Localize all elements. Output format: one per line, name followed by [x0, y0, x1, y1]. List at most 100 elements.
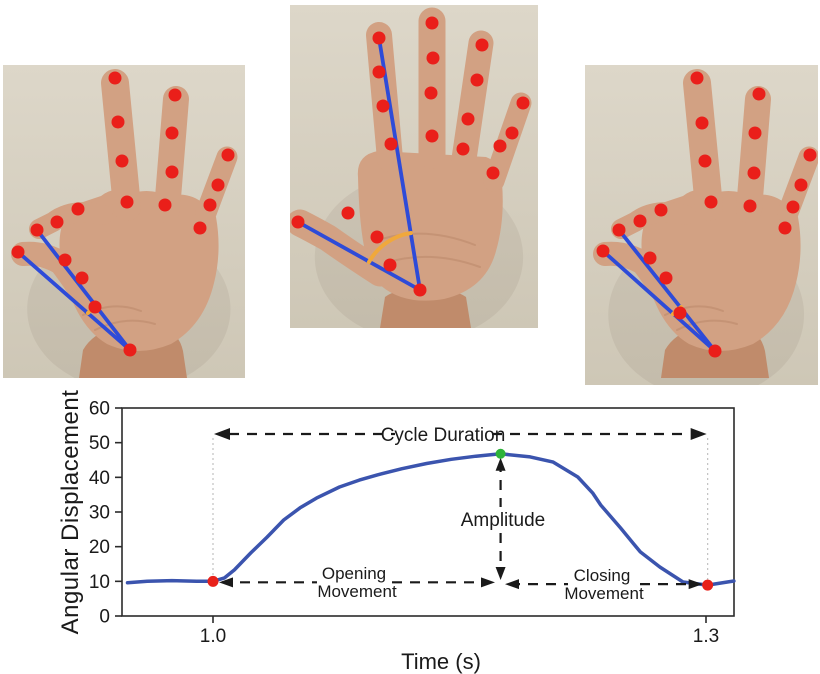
- opening-movement-label-line1: Opening: [322, 564, 386, 583]
- keypoint-dot: [654, 203, 668, 217]
- keypoint-dot: [486, 166, 500, 180]
- skeleton-line: [617, 228, 717, 353]
- y-tick-label: 30: [89, 503, 110, 524]
- hand-closed-end-overlay: [585, 65, 818, 385]
- y-tick-label: 10: [89, 572, 110, 593]
- keypoint-dot: [424, 86, 438, 100]
- keypoint-dot: [704, 195, 718, 209]
- keypoint-dot: [475, 38, 489, 52]
- palm-crease: [377, 232, 476, 246]
- skeleton-line: [601, 249, 717, 353]
- keypoint-dot: [673, 306, 687, 320]
- keypoint-dot: [505, 126, 519, 140]
- closing-movement-label-line1: Closing: [574, 566, 631, 585]
- x-tick-label: 1.0: [200, 626, 226, 647]
- skeleton-line: [377, 36, 422, 292]
- keypoint-dot: [708, 344, 722, 358]
- keypoint-dot: [123, 343, 137, 357]
- cycle-duration-label: Cycle Duration: [381, 425, 506, 446]
- keypoint-dot: [341, 206, 355, 220]
- angle-arc: [367, 231, 413, 264]
- photo-hand-closed-start: [3, 65, 245, 378]
- cycle-end-marker: [702, 579, 714, 591]
- keypoint-dot: [413, 283, 427, 297]
- keypoint-dot: [71, 202, 85, 216]
- x-axis-title: Time (s): [401, 649, 481, 674]
- keypoint-dot: [786, 200, 800, 214]
- skeleton-line: [296, 220, 422, 292]
- cycle-duration-arrow-left: [214, 428, 230, 440]
- palm-crease: [94, 319, 156, 331]
- opening-movement-label-line2: Movement: [317, 582, 397, 601]
- keypoint-dot: [633, 214, 647, 228]
- keypoint-dot: [426, 51, 440, 65]
- hand-closed-start-overlay: [3, 65, 245, 378]
- keypoint-dot: [425, 129, 439, 143]
- keypoint-dot: [291, 215, 305, 229]
- keypoint-dot: [596, 244, 610, 258]
- keypoint-dot: [50, 215, 64, 229]
- keypoint-dot: [747, 166, 761, 180]
- closing-arrow-right: [688, 579, 703, 590]
- keypoint-dot: [778, 221, 792, 235]
- keypoint-dot: [461, 112, 475, 126]
- keypoint-dot: [193, 221, 207, 235]
- keypoint-dot: [165, 165, 179, 179]
- keypoint-dot: [794, 178, 808, 192]
- hand-finger: [483, 92, 532, 192]
- keypoint-dot: [372, 31, 386, 45]
- palm-crease: [676, 319, 738, 331]
- keypoint-dot: [372, 65, 386, 79]
- keypoint-dot: [456, 142, 470, 156]
- hand-open-overlay: [290, 5, 538, 328]
- displacement-curve: [125, 452, 736, 587]
- keypoint-dot: [690, 71, 704, 85]
- keypoint-dot: [698, 154, 712, 168]
- y-tick-label: 0: [99, 607, 110, 628]
- hand-finger: [101, 69, 141, 221]
- keypoint-dot: [493, 139, 507, 153]
- skeleton-line: [35, 228, 132, 352]
- opening-arrow-left: [219, 577, 233, 588]
- angular-displacement-chart: 0 10 20 30 40 50 60 1.0 1.3 Angular Displacement…: [0, 390, 820, 674]
- x-tick-label: 1.3: [693, 626, 719, 647]
- keypoint-dot: [11, 245, 25, 259]
- hand-finger: [451, 30, 494, 172]
- closing-arrow-left: [505, 579, 519, 590]
- keypoint-dot: [516, 96, 530, 110]
- cycle-start-marker: [207, 575, 219, 587]
- photo-hand-open: [290, 5, 538, 328]
- keypoint-dot: [75, 271, 89, 285]
- keypoint-dot: [158, 198, 172, 212]
- amplitude-label: Amplitude: [461, 510, 546, 531]
- amplitude-arrow-down: [495, 567, 506, 580]
- keypoint-dot: [111, 115, 125, 129]
- keypoint-dot: [748, 126, 762, 140]
- keypoint-dot: [120, 195, 134, 209]
- opening-arrow-right: [481, 577, 495, 588]
- cycle-duration-arrow-right: [690, 428, 707, 440]
- keypoint-dot: [211, 178, 225, 192]
- keypoint-dot: [612, 223, 626, 237]
- hand-finger: [154, 86, 189, 223]
- keypoint-dot: [115, 154, 129, 168]
- keypoint-dot: [803, 148, 817, 162]
- closing-movement-label-line2: Movement: [564, 584, 644, 603]
- keypoint-dot: [165, 126, 179, 140]
- skeleton-line: [16, 250, 132, 352]
- keypoint-dot: [30, 223, 44, 237]
- photo-hand-closed-end: [585, 65, 818, 385]
- keypoint-dot: [643, 251, 657, 265]
- keypoint-dot: [384, 137, 398, 151]
- peak-marker: [495, 448, 506, 459]
- keypoint-dot: [221, 148, 235, 162]
- hand-finger: [736, 86, 771, 223]
- amplitude-arrow-up: [495, 457, 506, 471]
- keypoint-dot: [203, 198, 217, 212]
- keypoint-dot: [470, 73, 484, 87]
- keypoint-dot: [425, 16, 439, 30]
- y-tick-label: 20: [89, 537, 110, 558]
- y-tick-label: 40: [89, 468, 110, 489]
- keypoint-dot: [383, 258, 397, 272]
